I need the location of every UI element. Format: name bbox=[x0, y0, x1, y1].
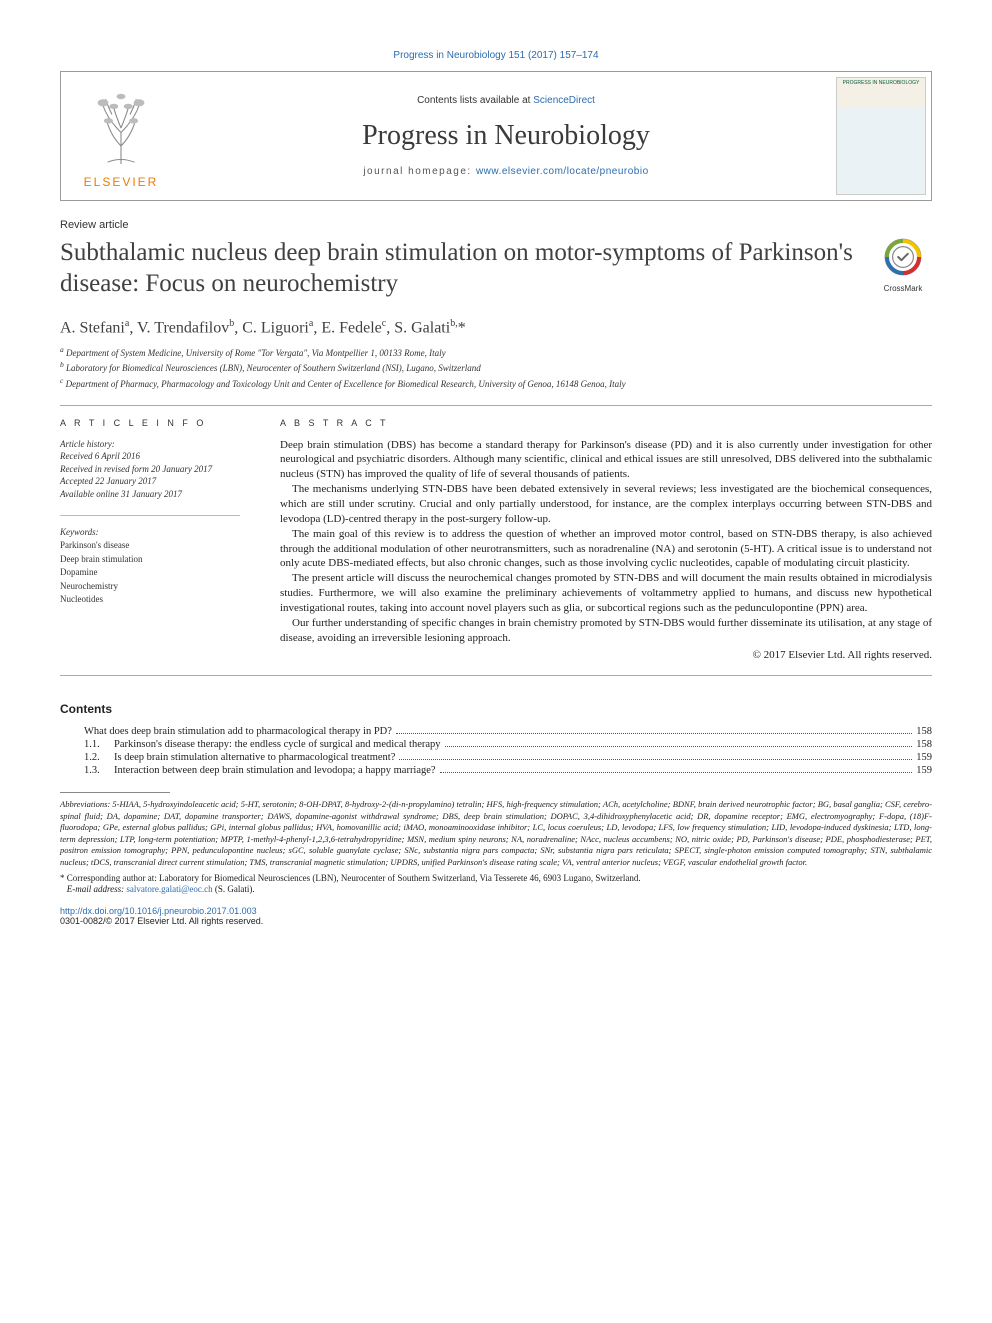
affiliation: a Department of System Medicine, Univers… bbox=[60, 345, 932, 360]
doi-line: http://dx.doi.org/10.1016/j.pneurobio.20… bbox=[60, 906, 263, 916]
doi-block: http://dx.doi.org/10.1016/j.pneurobio.20… bbox=[60, 906, 932, 926]
history-line: Received 6 April 2016 bbox=[60, 450, 240, 463]
keyword: Dopamine bbox=[60, 566, 240, 580]
authors-line: A. Stefania, V. Trendafilovb, C. Liguori… bbox=[60, 318, 932, 337]
keyword: Deep brain stimulation bbox=[60, 553, 240, 567]
left-col: A R T I C L E I N F O Article history: R… bbox=[60, 418, 240, 662]
toc-text: Interaction between deep brain stimulati… bbox=[114, 765, 436, 776]
elsevier-logo: ELSEVIER bbox=[61, 72, 181, 200]
toc-text: Is deep brain stimulation alternative to… bbox=[114, 752, 395, 763]
elsevier-text: ELSEVIER bbox=[84, 175, 159, 189]
crossmark-label: CrossMark bbox=[874, 284, 932, 293]
cover-title: PROGRESS IN NEUROBIOLOGY bbox=[837, 78, 925, 86]
contents-lists-line: Contents lists available at ScienceDirec… bbox=[181, 95, 831, 106]
homepage-link[interactable]: www.elsevier.com/locate/pneurobio bbox=[476, 166, 649, 177]
table-of-contents: What does deep brain stimulation add to … bbox=[60, 726, 932, 776]
left-divider bbox=[60, 515, 240, 516]
history-label: Article history: bbox=[60, 438, 240, 451]
homepage-line: journal homepage: www.elsevier.com/locat… bbox=[181, 166, 831, 177]
article-type: Review article bbox=[60, 219, 932, 231]
homepage-prefix: journal homepage: bbox=[363, 166, 476, 177]
crossmark-icon bbox=[883, 237, 923, 277]
abstract-paragraph: The present article will discuss the neu… bbox=[280, 571, 932, 616]
history-line: Received in revised form 20 January 2017 bbox=[60, 463, 240, 476]
email-link[interactable]: salvatore.galati@eoc.ch bbox=[126, 884, 212, 894]
abstract-head: A B S T R A C T bbox=[280, 418, 932, 428]
toc-number: 1.3. bbox=[84, 765, 114, 776]
abbrev-lead: Abbreviations: bbox=[60, 799, 110, 809]
sciencedirect-link[interactable]: ScienceDirect bbox=[533, 95, 595, 106]
toc-page: 158 bbox=[916, 739, 932, 750]
toc-dots bbox=[440, 772, 913, 773]
toc-row: What does deep brain stimulation add to … bbox=[60, 726, 932, 737]
contents-head: Contents bbox=[60, 702, 932, 716]
toc-row: 1.1.Parkinson's disease therapy: the end… bbox=[60, 739, 932, 750]
affiliation: b Laboratory for Biomedical Neuroscience… bbox=[60, 360, 932, 375]
toc-page: 158 bbox=[916, 726, 932, 737]
journal-header: ELSEVIER Contents lists available at Sci… bbox=[60, 71, 932, 201]
abstract-paragraph: Deep brain stimulation (DBS) has become … bbox=[280, 438, 932, 483]
email-line: E-mail address: salvatore.galati@eoc.ch … bbox=[60, 884, 932, 894]
toc-row: 1.3.Interaction between deep brain stimu… bbox=[60, 765, 932, 776]
journal-cover-wrap: PROGRESS IN NEUROBIOLOGY bbox=[831, 77, 931, 195]
article-info-head: A R T I C L E I N F O bbox=[60, 418, 240, 428]
toc-dots bbox=[445, 746, 913, 747]
header-center: Contents lists available at ScienceDirec… bbox=[181, 95, 831, 177]
article-history: Article history: Received 6 April 2016Re… bbox=[60, 438, 240, 501]
divider-mid bbox=[60, 675, 932, 676]
divider-top bbox=[60, 405, 932, 406]
contents-prefix: Contents lists available at bbox=[417, 95, 533, 106]
abstract-paragraph: The main goal of this review is to addre… bbox=[280, 527, 932, 572]
toc-text: What does deep brain stimulation add to … bbox=[84, 726, 392, 737]
email-label: E-mail address: bbox=[67, 884, 127, 894]
history-line: Accepted 22 January 2017 bbox=[60, 475, 240, 488]
toc-dots bbox=[396, 733, 912, 734]
toc-number: 1.2. bbox=[84, 752, 114, 763]
history-line: Available online 31 January 2017 bbox=[60, 488, 240, 501]
article-title: Subthalamic nucleus deep brain stimulati… bbox=[60, 237, 858, 300]
right-col: A B S T R A C T Deep brain stimulation (… bbox=[280, 418, 932, 662]
footnote-rule bbox=[60, 792, 170, 793]
toc-row: 1.2.Is deep brain stimulation alternativ… bbox=[60, 752, 932, 763]
toc-dots bbox=[399, 759, 912, 760]
citation-line: Progress in Neurobiology 151 (2017) 157–… bbox=[60, 50, 932, 61]
toc-text: Parkinson's disease therapy: the endless… bbox=[114, 739, 441, 750]
affiliations: a Department of System Medicine, Univers… bbox=[60, 345, 932, 391]
abstract-paragraph: The mechanisms underlying STN-DBS have b… bbox=[280, 482, 932, 527]
keyword: Parkinson's disease bbox=[60, 539, 240, 553]
elsevier-tree-icon bbox=[76, 83, 166, 173]
toc-page: 159 bbox=[916, 765, 932, 776]
keyword: Nucleotides bbox=[60, 593, 240, 607]
issn-copyright: 0301-0082/© 2017 Elsevier Ltd. All right… bbox=[60, 916, 263, 926]
toc-page: 159 bbox=[916, 752, 932, 763]
abstract-paragraph: Our further understanding of specific ch… bbox=[280, 616, 932, 646]
abstract-copyright: © 2017 Elsevier Ltd. All rights reserved… bbox=[280, 649, 932, 661]
doi-link[interactable]: http://dx.doi.org/10.1016/j.pneurobio.20… bbox=[60, 906, 257, 916]
toc-number: 1.1. bbox=[84, 739, 114, 750]
crossmark-badge[interactable]: CrossMark bbox=[874, 237, 932, 293]
abbrev-text: 5-HIAA, 5-hydroxyindoleacetic acid; 5-HT… bbox=[60, 799, 932, 866]
keywords-block: Keywords: Parkinson's diseaseDeep brain … bbox=[60, 526, 240, 607]
keywords-label: Keywords: bbox=[60, 526, 240, 540]
abbreviations-block: Abbreviations: 5-HIAA, 5-hydroxyindoleac… bbox=[60, 799, 932, 868]
affiliation: c Department of Pharmacy, Pharmacology a… bbox=[60, 376, 932, 391]
corresponding-author: * Corresponding author at: Laboratory fo… bbox=[60, 872, 932, 884]
journal-name: Progress in Neurobiology bbox=[181, 120, 831, 152]
abstract-body: Deep brain stimulation (DBS) has become … bbox=[280, 438, 932, 646]
journal-cover: PROGRESS IN NEUROBIOLOGY bbox=[836, 77, 926, 195]
email-author: (S. Galati). bbox=[213, 884, 255, 894]
keyword: Neurochemistry bbox=[60, 580, 240, 594]
